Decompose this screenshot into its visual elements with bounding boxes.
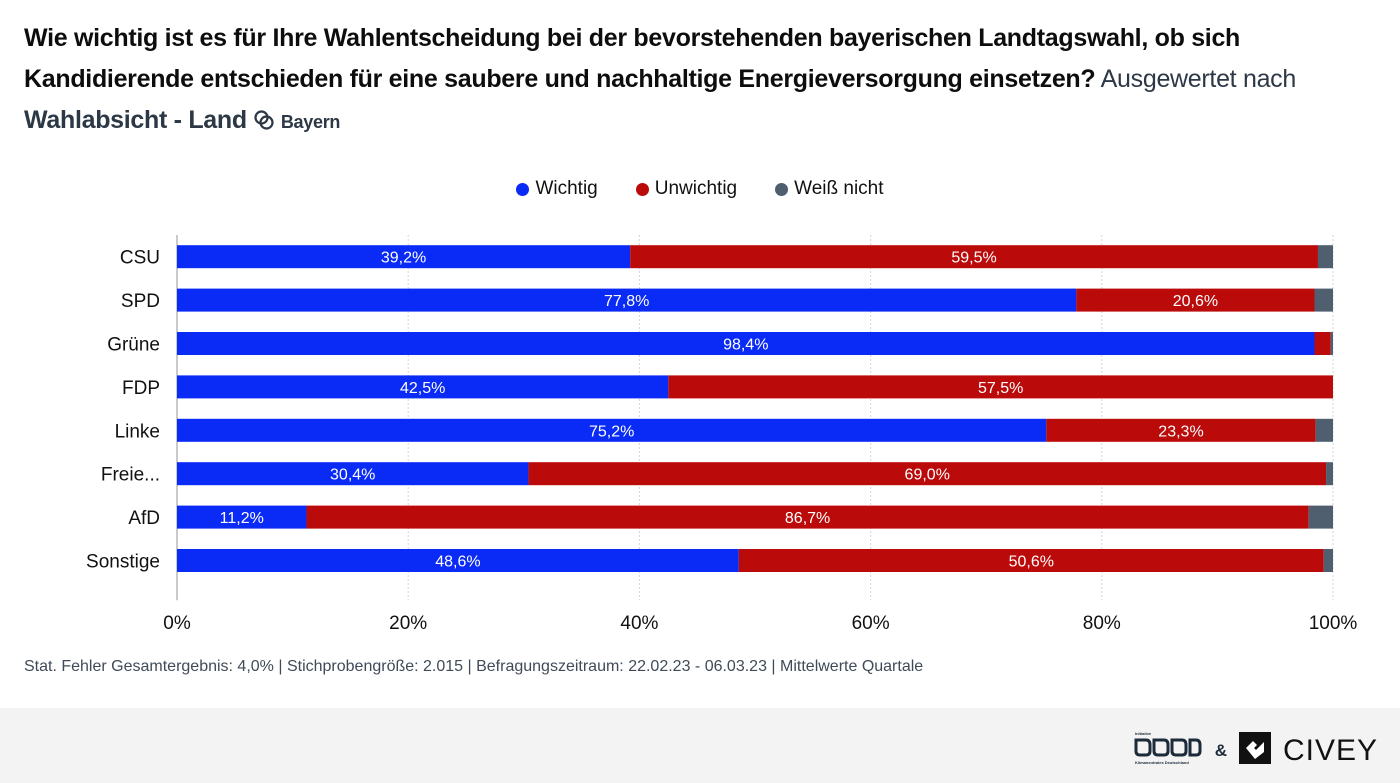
footnote: Stat. Fehler Gesamtergebnis: 4,0% | Stic… xyxy=(24,658,924,675)
category-label: SPD xyxy=(121,291,160,312)
bar-segment-wichtig xyxy=(177,462,529,486)
bar-segment-wichtig xyxy=(177,418,1047,442)
data-label: 98,4% xyxy=(723,337,768,354)
data-label: 39,2% xyxy=(381,250,426,267)
region-label: Bayern xyxy=(280,112,341,132)
logo-area: Initiative Klimaneutrales Deutschland & … xyxy=(1133,728,1378,773)
category-label: Sonstige xyxy=(86,552,160,573)
data-label: 57,5% xyxy=(978,380,1023,397)
data-label: 11,2% xyxy=(220,510,264,527)
bar-segment-wei-nicht xyxy=(1314,288,1333,312)
bar-segment-wichtig xyxy=(177,549,739,572)
bar-segment-wichtig xyxy=(177,288,1077,312)
data-label: 69,0% xyxy=(905,467,950,484)
bar-segment-wei-nicht xyxy=(1315,418,1333,442)
bar-segment-wei-nicht xyxy=(1317,245,1333,269)
bar-segment-unwichtig xyxy=(630,245,1318,269)
bar-segment-wei-nicht xyxy=(1326,462,1333,486)
category-label: Linke xyxy=(115,421,160,442)
category-label: FDP xyxy=(122,378,160,399)
bar-segment-unwichtig xyxy=(528,462,1327,486)
legend-dot-unwichtig xyxy=(635,182,649,196)
data-label: 42,5% xyxy=(400,380,445,397)
legend-item-weiss-nicht[interactable]: Weiß nicht xyxy=(775,178,884,200)
data-label: 20,6% xyxy=(1173,293,1218,310)
legend: Wichtig Unwichtig Weiß nicht xyxy=(0,178,1400,200)
category-label: AfD xyxy=(128,508,160,529)
data-label: 30,4% xyxy=(330,467,375,484)
question-text: Wie wichtig ist es für Ihre Wahlentschei… xyxy=(24,24,1241,93)
category-label: CSU xyxy=(120,248,160,269)
data-label: 50,6% xyxy=(1009,554,1054,571)
category-label: Grüne xyxy=(107,335,160,356)
svg-text:Klimaneutrales Deutschland: Klimaneutrales Deutschland xyxy=(1135,760,1189,765)
legend-label: Unwichtig xyxy=(654,178,738,199)
brand-name: CIVEY xyxy=(1282,733,1378,767)
dimension-label: Wahlabsicht - Land xyxy=(24,106,247,134)
chart-title: Wie wichtig ist es für Ihre Wahlentschei… xyxy=(24,18,1374,144)
x-tick-label: 0% xyxy=(163,613,191,630)
legend-dot-weiss-nicht xyxy=(775,182,789,196)
stacked-bar-chart: 0% 20% 40% 60% 80% 100% CSU 39,2% 59,5% SPD 77,8% 2… xyxy=(86,235,1358,630)
bar-segment-unwichtig xyxy=(306,505,1309,529)
legend-dot-wichtig xyxy=(516,182,530,196)
bar-segment-unwichtig xyxy=(738,549,1324,572)
category-label: Freie... xyxy=(101,465,160,486)
x-tick-label: 80% xyxy=(1083,613,1121,630)
legend-item-wichtig[interactable]: Wichtig xyxy=(516,178,598,200)
data-label: 77,8% xyxy=(604,293,649,310)
legend-label: Wichtig xyxy=(535,178,598,199)
data-label: 59,5% xyxy=(951,250,996,267)
bar-segment-unwichtig xyxy=(668,375,1333,399)
bar-segment-unwichtig xyxy=(1076,288,1315,312)
bar-segment-wichtig xyxy=(177,375,669,399)
x-tick-label: 20% xyxy=(389,613,427,630)
overlap-icon xyxy=(253,103,275,144)
partner-logo: Initiative Klimaneutrales Deutschland xyxy=(1133,728,1203,773)
bar-segment-unwichtig xyxy=(1314,332,1331,355)
legend-item-unwichtig[interactable]: Unwichtig xyxy=(635,178,738,200)
bar-segment-wichtig xyxy=(177,245,631,269)
bar-segment-wei-nicht xyxy=(1330,332,1333,355)
bar-segment-wichtig xyxy=(177,505,307,529)
bar-segment-wei-nicht xyxy=(1308,505,1333,529)
ampersand: & xyxy=(1214,740,1227,760)
data-label: 23,3% xyxy=(1158,423,1203,440)
bar-segment-unwichtig xyxy=(1046,418,1316,442)
x-tick-label: 100% xyxy=(1309,613,1358,630)
svg-text:Initiative: Initiative xyxy=(1135,731,1152,736)
legend-label: Weiß nicht xyxy=(794,178,884,199)
data-label: 75,2% xyxy=(589,423,634,440)
bar-segment-wichtig xyxy=(177,332,1315,355)
evaluated-prefix: Ausgewertet nach xyxy=(1100,65,1297,93)
data-label: 48,6% xyxy=(435,554,480,571)
x-tick-label: 60% xyxy=(852,613,890,630)
bar-segment-wei-nicht xyxy=(1323,549,1333,572)
x-tick-label: 40% xyxy=(620,613,658,630)
civey-logo-icon xyxy=(1238,732,1271,769)
data-label: 86,7% xyxy=(785,510,830,527)
